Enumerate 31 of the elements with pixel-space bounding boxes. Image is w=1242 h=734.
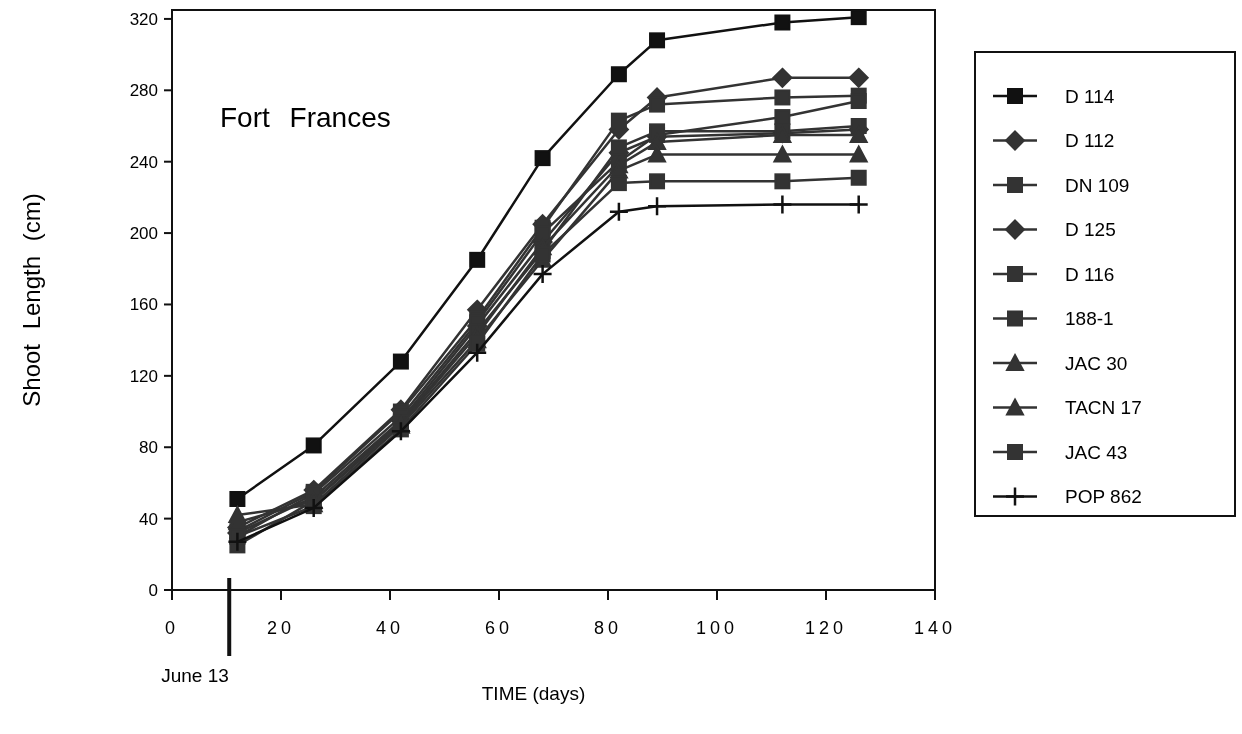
y-tick-label: 40 (139, 509, 158, 529)
x-tick-label: 80 (593, 618, 623, 638)
x-axis-title: TIME (days) (481, 683, 586, 704)
legend-label: TACN 17 (1065, 397, 1142, 419)
legend-label: JAC 30 (1065, 352, 1128, 374)
ref-line-label: June 13 (161, 665, 229, 686)
legend-label: D 116 (1065, 263, 1115, 285)
y-axis-title: Shoot Length (cm) (18, 193, 45, 407)
legend-label: DN 109 (1065, 174, 1130, 196)
x-tick-label: 20 (266, 618, 296, 638)
text: Fort Frances (220, 102, 391, 133)
y-tick-label: 280 (129, 81, 158, 101)
x-tick-label: 120 (804, 618, 848, 638)
x-tick-label: 40 (375, 618, 405, 638)
x-tick-label: 60 (484, 618, 514, 638)
legend-label: 188-1 (1065, 308, 1114, 330)
y-tick-label: 240 (129, 152, 158, 172)
legend-label: JAC 43 (1065, 441, 1128, 463)
y-tick-label: 320 (129, 9, 158, 29)
x-tick-label: 140 (913, 618, 957, 638)
x-tick-label: 0 (164, 618, 180, 638)
y-tick-label: 120 (129, 366, 158, 386)
y-tick-label: 160 (129, 295, 158, 315)
y-tick-label: 200 (129, 224, 158, 244)
legend-label: D 125 (1065, 219, 1116, 241)
y-tick-label: 0 (148, 580, 158, 600)
x-tick-label: 100 (695, 618, 739, 638)
legend-label: D 112 (1065, 130, 1115, 152)
legend-label: POP 862 (1065, 486, 1142, 508)
y-tick-label: 80 (139, 438, 158, 458)
legend-label: D 114 (1065, 85, 1115, 107)
